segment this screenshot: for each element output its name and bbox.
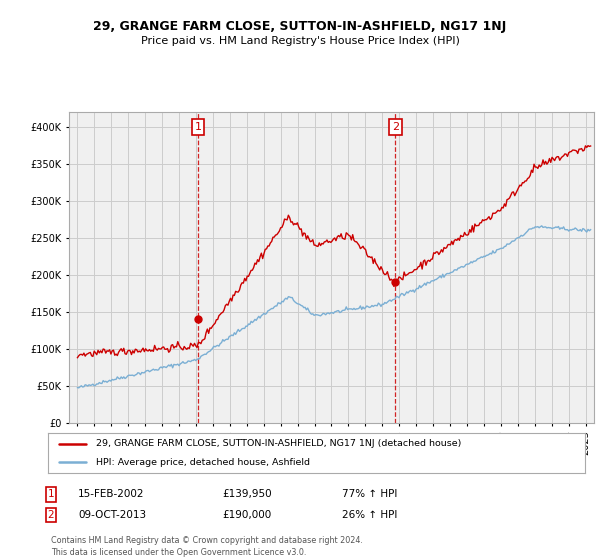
Text: Contains HM Land Registry data © Crown copyright and database right 2024.
This d: Contains HM Land Registry data © Crown c… [51, 536, 363, 557]
Text: 26% ↑ HPI: 26% ↑ HPI [342, 510, 397, 520]
Text: 15-FEB-2002: 15-FEB-2002 [78, 489, 145, 500]
Text: £139,950: £139,950 [222, 489, 272, 500]
Text: 77% ↑ HPI: 77% ↑ HPI [342, 489, 397, 500]
Text: 1: 1 [194, 122, 202, 132]
Text: 2: 2 [392, 122, 399, 132]
Text: 1: 1 [47, 489, 55, 500]
Text: 29, GRANGE FARM CLOSE, SUTTON-IN-ASHFIELD, NG17 1NJ: 29, GRANGE FARM CLOSE, SUTTON-IN-ASHFIEL… [94, 20, 506, 32]
Text: HPI: Average price, detached house, Ashfield: HPI: Average price, detached house, Ashf… [97, 458, 310, 467]
Text: 29, GRANGE FARM CLOSE, SUTTON-IN-ASHFIELD, NG17 1NJ (detached house): 29, GRANGE FARM CLOSE, SUTTON-IN-ASHFIEL… [97, 439, 462, 448]
Text: £190,000: £190,000 [222, 510, 271, 520]
Text: 2: 2 [47, 510, 55, 520]
Text: Price paid vs. HM Land Registry's House Price Index (HPI): Price paid vs. HM Land Registry's House … [140, 36, 460, 46]
Text: 09-OCT-2013: 09-OCT-2013 [78, 510, 146, 520]
